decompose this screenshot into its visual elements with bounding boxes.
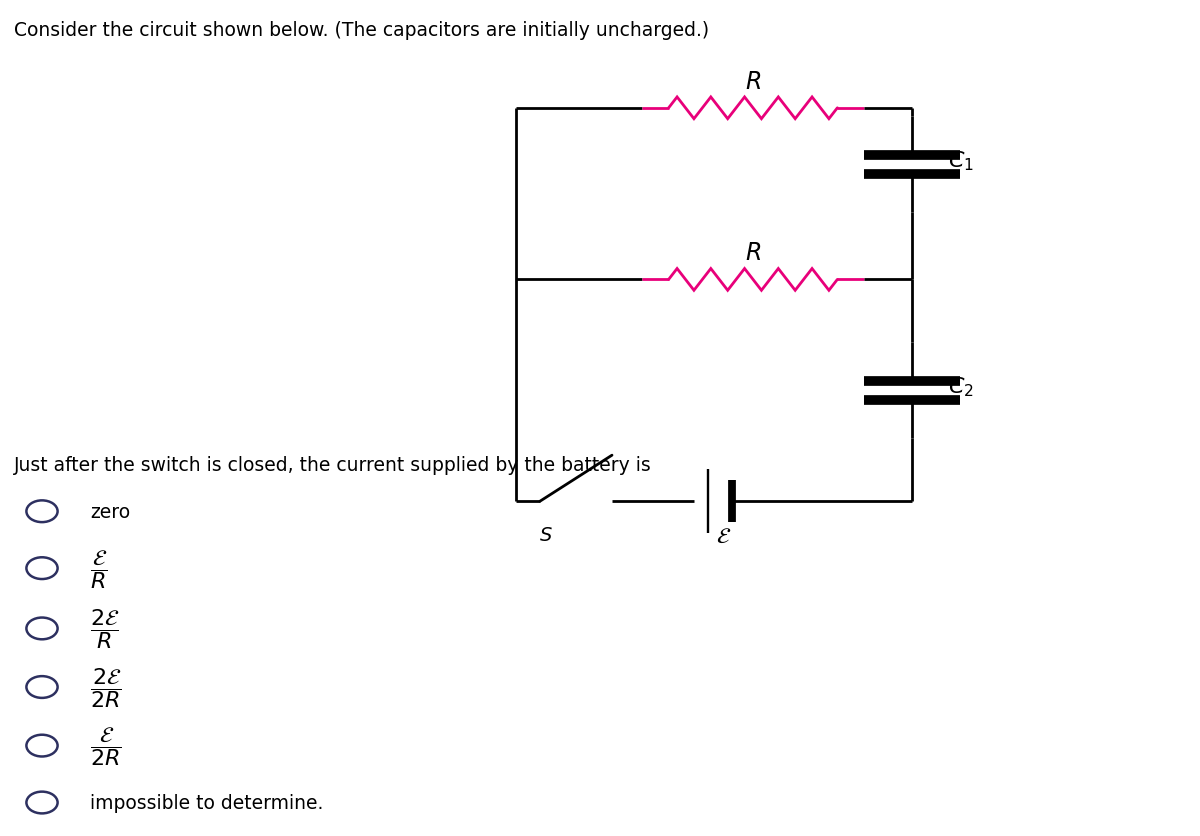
Text: $\dfrac{2\mathcal{E}}{2R}$: $\dfrac{2\mathcal{E}}{2R}$ xyxy=(90,665,121,709)
Text: $C_1$: $C_1$ xyxy=(948,149,974,173)
Text: $R$: $R$ xyxy=(745,71,761,94)
Text: $C_2$: $C_2$ xyxy=(948,375,973,399)
Text: $\dfrac{2\mathcal{E}}{R}$: $\dfrac{2\mathcal{E}}{R}$ xyxy=(90,607,120,650)
Text: Just after the switch is closed, the current supplied by the battery is: Just after the switch is closed, the cur… xyxy=(14,456,652,475)
Text: $\dfrac{\mathcal{E}}{2R}$: $\dfrac{\mathcal{E}}{2R}$ xyxy=(90,724,121,767)
Text: $\dfrac{\mathcal{E}}{R}$: $\dfrac{\mathcal{E}}{R}$ xyxy=(90,547,108,590)
Text: impossible to determine.: impossible to determine. xyxy=(90,793,323,812)
Text: $\mathcal{E}$: $\mathcal{E}$ xyxy=(716,527,731,547)
Text: $R$: $R$ xyxy=(745,242,761,265)
Text: Consider the circuit shown below. (The capacitors are initially uncharged.): Consider the circuit shown below. (The c… xyxy=(14,21,709,40)
Text: zero: zero xyxy=(90,502,130,521)
Text: $S$: $S$ xyxy=(539,527,553,545)
